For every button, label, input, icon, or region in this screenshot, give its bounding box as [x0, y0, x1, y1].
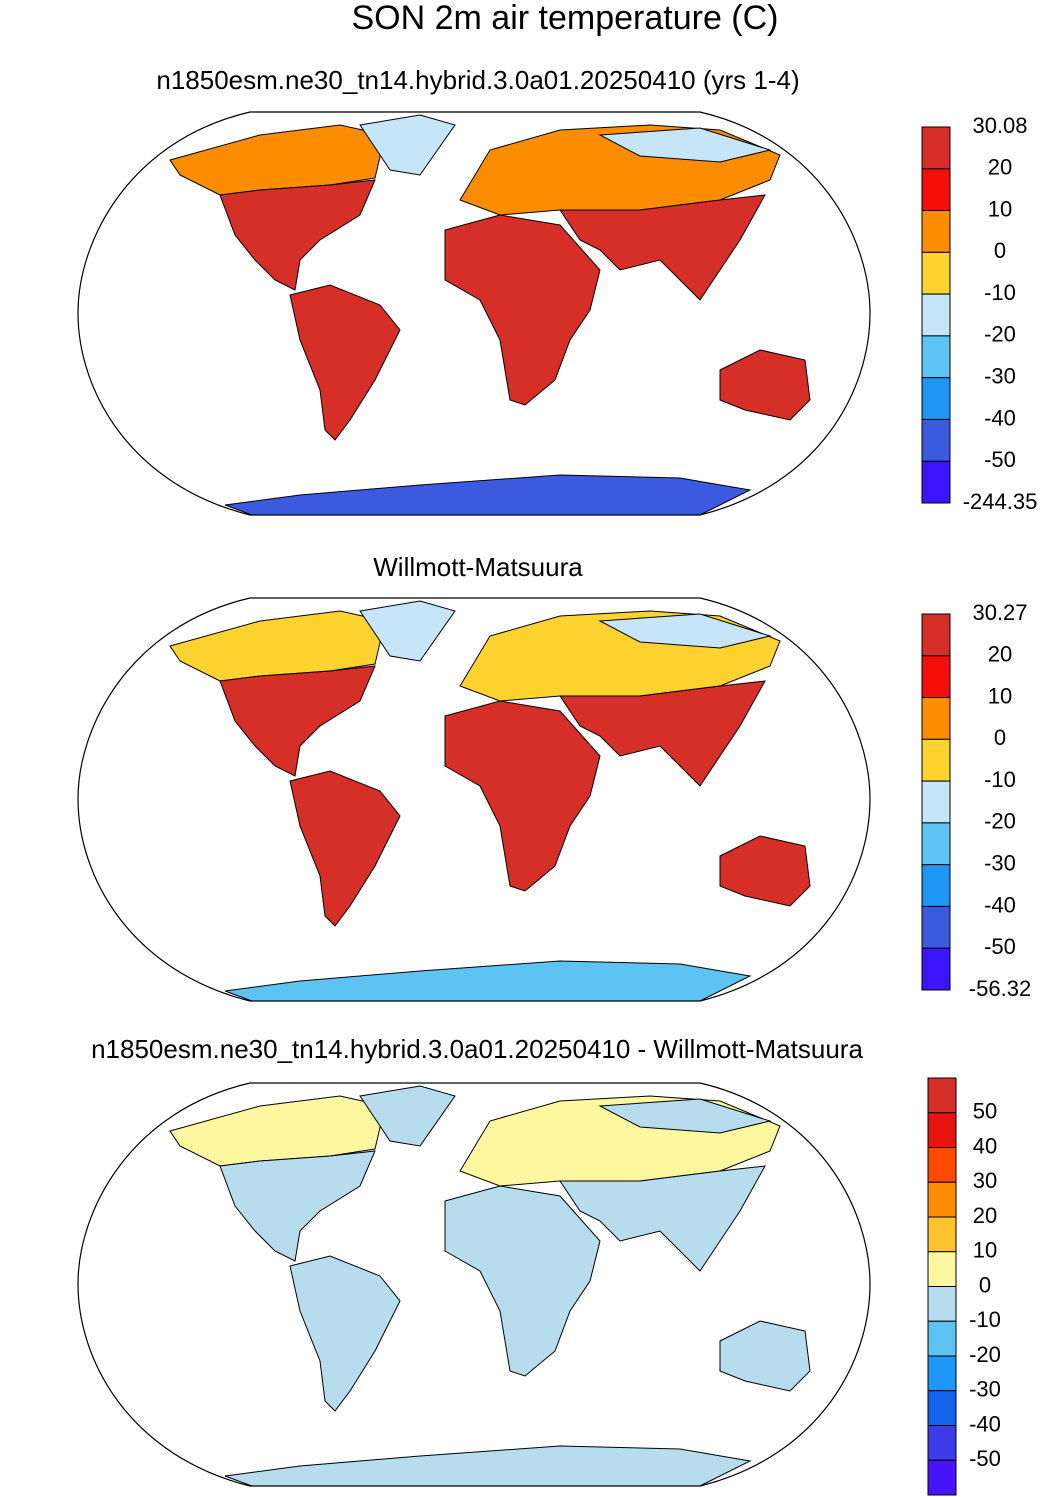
colorbar-label: 50: [973, 1099, 997, 1124]
colorbar-label: -50: [969, 1446, 1001, 1471]
colorbar-label: -30: [984, 850, 1016, 875]
colorbar-swatch: [927, 1147, 957, 1183]
colorbar-swatch: [921, 168, 951, 212]
map-difference: [78, 1083, 870, 1489]
colorbar-label: 10: [988, 683, 1012, 708]
colorbar-label: 0: [994, 238, 1006, 263]
colorbar-swatch: [927, 1112, 957, 1148]
colorbar-label: 0: [994, 725, 1006, 750]
colorbar-swatch: [927, 1320, 957, 1357]
colorbar-label: 20: [988, 155, 1012, 180]
panel-subtitle: n1850esm.ne30_tn14.hybrid.3.0a01.2025041…: [91, 1034, 863, 1064]
colorbar-label: -244.35: [963, 489, 1038, 514]
colorbar-swatch: [921, 418, 951, 462]
colorbar-swatch: [927, 1459, 957, 1496]
colorbar-swatch: [927, 1425, 957, 1461]
colorbar-swatch: [921, 293, 951, 337]
colorbar-label: 30: [973, 1168, 997, 1193]
colorbar-label: -10: [984, 767, 1016, 792]
colorbar-swatch: [921, 822, 951, 866]
colorbar-label: -40: [984, 892, 1016, 917]
colorbar-swatch: [921, 210, 951, 253]
colorbar-swatch: [921, 947, 951, 991]
colorbar-label: 10: [988, 196, 1012, 221]
colorbar-swatch: [921, 251, 951, 295]
colorbar-label: -30: [984, 363, 1016, 388]
colorbar-swatch: [927, 1286, 957, 1322]
panel-subtitle: n1850esm.ne30_tn14.hybrid.3.0a01.2025041…: [156, 65, 799, 95]
colorbar-label: -10: [984, 280, 1016, 305]
colorbar-swatch: [921, 864, 951, 907]
colorbar-swatch: [921, 377, 951, 420]
colorbar-label: 20: [973, 1203, 997, 1228]
map-observed: [78, 598, 870, 1004]
colorbar-label: -50: [984, 934, 1016, 959]
colorbar-swatch: [927, 1077, 957, 1114]
colorbar-swatch: [927, 1251, 957, 1287]
colorbar-label: -20: [984, 322, 1016, 347]
panel-subtitle: Willmott-Matsuura: [373, 552, 583, 582]
colorbar-swatch: [921, 126, 951, 170]
colorbar-swatch: [921, 738, 951, 782]
colorbar-label: 30.08: [972, 113, 1027, 138]
colorbar-label: -30: [969, 1377, 1001, 1402]
figure-title: SON 2m air temperature (C): [352, 0, 779, 37]
colorbar-swatch: [927, 1390, 957, 1426]
colorbar-swatch: [921, 655, 951, 699]
colorbar-label: -10: [969, 1307, 1001, 1332]
colorbar-swatch: [921, 780, 951, 824]
colorbar-swatch: [921, 613, 951, 657]
colorbar-swatch: [927, 1216, 957, 1253]
colorbar-label: -20: [969, 1342, 1001, 1367]
colorbar-label: 40: [973, 1133, 997, 1158]
map-model: [78, 112, 870, 518]
colorbar-label: -40: [969, 1411, 1001, 1436]
colorbar-label: 10: [973, 1238, 997, 1263]
colorbar-swatch: [921, 460, 951, 504]
colorbar-swatch: [921, 905, 951, 949]
colorbar-swatch: [927, 1355, 957, 1392]
colorbar-label: -40: [984, 405, 1016, 430]
colorbar-label: 0: [979, 1272, 991, 1297]
colorbar-swatch: [927, 1181, 957, 1218]
colorbar-swatch: [921, 697, 951, 740]
colorbar-label: -20: [984, 809, 1016, 834]
colorbar-swatch: [921, 335, 951, 379]
colorbar-label: -50: [984, 447, 1016, 472]
colorbar-label: -56.32: [969, 976, 1031, 1001]
colorbar-label: 30.27: [972, 600, 1027, 625]
colorbar-label: 20: [988, 642, 1012, 667]
